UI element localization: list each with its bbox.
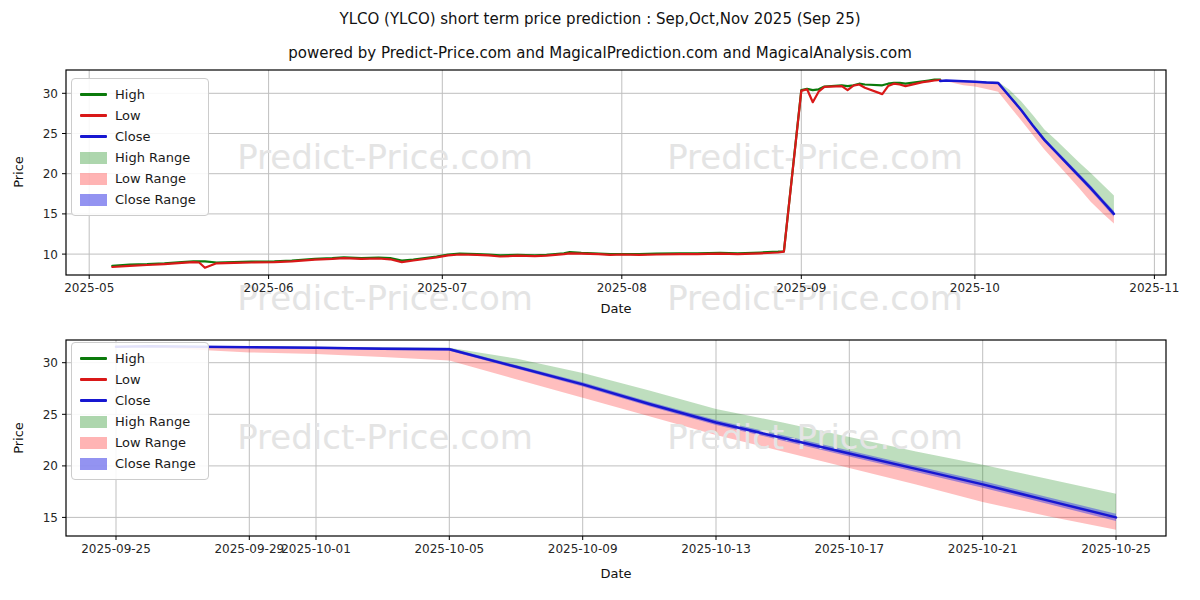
legend-item-low: Low: [80, 105, 196, 126]
x-tick-label: 2025-10-09: [548, 542, 618, 556]
plot-border: [66, 340, 1166, 536]
high-range-patch-swatch: [80, 416, 107, 428]
y-tick-label: 30: [43, 87, 58, 101]
watermark-text: Predict-Price.com: [237, 417, 533, 457]
close-line-swatch: [80, 135, 107, 138]
bottom-yaxis-title: Price: [11, 408, 27, 468]
low-range-patch-swatch: [80, 437, 107, 449]
legend-label-close-range: Close Range: [115, 456, 196, 471]
legend-label-low-range: Low Range: [115, 171, 186, 186]
x-tick-label: 2025-05: [64, 281, 114, 295]
x-tick-label: 2025-09-29: [214, 542, 284, 556]
plot-border: [66, 70, 1166, 275]
top-yaxis-title: Price: [11, 142, 27, 202]
x-tick-label: 2025-10-05: [414, 542, 484, 556]
watermark-text: Predict-Price.com: [667, 137, 963, 177]
legend-bottom-chart: High Low Close High Range Low Range Close Ran…: [71, 342, 209, 480]
y-tick-label: 20: [43, 459, 58, 473]
legend-item-close: Close: [80, 390, 196, 411]
y-tick-label: 15: [43, 207, 58, 221]
figure-canvas: YLCO (YLCO) short term price prediction …: [0, 0, 1200, 600]
top-xaxis-title: Date: [556, 301, 676, 316]
bottom-xaxis-title: Date: [556, 566, 676, 581]
x-tick-label: 2025-09-25: [81, 542, 151, 556]
legend-top-chart: High Low Close High Range Low Range Close Ran…: [71, 78, 209, 216]
low-line-swatch: [80, 378, 107, 381]
x-tick-label: 2025-08: [597, 281, 647, 295]
x-tick-label: 2025-10-01: [281, 542, 351, 556]
legend-item-close-range: Close Range: [80, 189, 196, 210]
x-tick-label: 2025-10: [950, 281, 1000, 295]
x-tick-label: 2025-07: [417, 281, 467, 295]
legend-item-low-range: Low Range: [80, 168, 196, 189]
legend-item-low: Low: [80, 369, 196, 390]
y-tick-label: 10: [43, 248, 58, 262]
x-tick-label: 2025-10-13: [681, 542, 751, 556]
legend-label-high: High: [115, 87, 145, 102]
legend-item-high: High: [80, 84, 196, 105]
x-tick-label: 2025-10-25: [1081, 542, 1151, 556]
watermark-text: Predict-Price.com: [237, 137, 533, 177]
legend-label-low: Low: [115, 108, 141, 123]
x-tick-label: 2025-10-21: [948, 542, 1018, 556]
y-tick-label: 30: [43, 356, 58, 370]
legend-label-low-range: Low Range: [115, 435, 186, 450]
x-tick-label: 2025-09: [776, 281, 826, 295]
legend-label-high-range: High Range: [115, 150, 190, 165]
close-line-swatch: [80, 399, 107, 402]
x-tick-label: 2025-10-17: [814, 542, 884, 556]
high-line-swatch: [80, 357, 107, 360]
legend-label-close: Close: [115, 393, 150, 408]
low-line-swatch: [80, 114, 107, 117]
y-tick-label: 25: [43, 127, 58, 141]
high-range-patch-swatch: [80, 152, 107, 164]
high-line-swatch: [80, 93, 107, 96]
x-tick-label: 2025-11: [1129, 281, 1179, 295]
close-range-patch-swatch: [80, 194, 107, 206]
legend-item-high: High: [80, 348, 196, 369]
y-tick-label: 20: [43, 167, 58, 181]
legend-label-close: Close: [115, 129, 150, 144]
legend-item-low-range: Low Range: [80, 432, 196, 453]
y-tick-label: 15: [43, 511, 58, 525]
legend-item-close: Close: [80, 126, 196, 147]
legend-label-low: Low: [115, 372, 141, 387]
legend-label-close-range: Close Range: [115, 192, 196, 207]
watermark-text: Predict-Price.com: [667, 417, 963, 457]
legend-label-high-range: High Range: [115, 414, 190, 429]
close-range-patch-swatch: [80, 458, 107, 470]
legend-item-high-range: High Range: [80, 147, 196, 168]
y-tick-label: 25: [43, 408, 58, 422]
legend-item-close-range: Close Range: [80, 453, 196, 474]
low-range-patch-swatch: [80, 173, 107, 185]
x-tick-label: 2025-06: [244, 281, 294, 295]
legend-label-high: High: [115, 351, 145, 366]
low-range-band: [940, 81, 1114, 224]
legend-item-high-range: High Range: [80, 411, 196, 432]
